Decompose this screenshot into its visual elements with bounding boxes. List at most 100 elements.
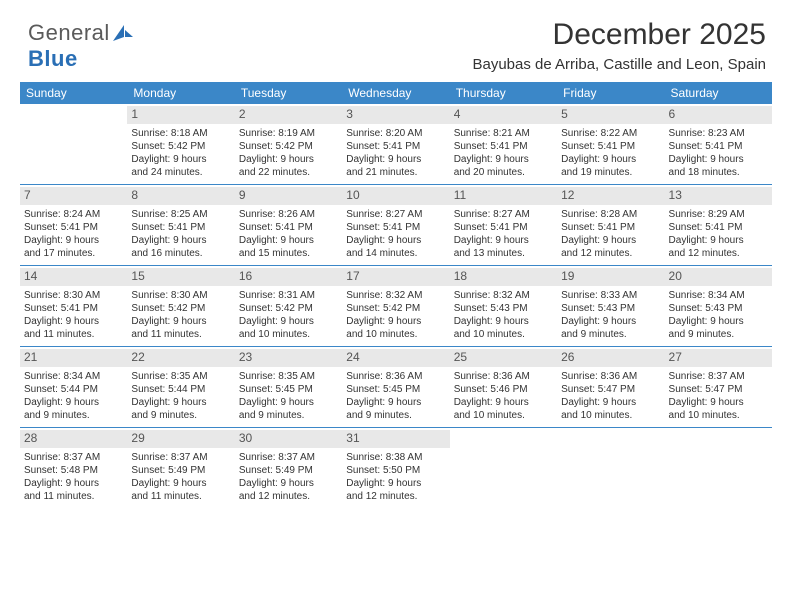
sunset-line: Sunset: 5:45 PM (346, 383, 445, 396)
daylight-line-2: and 22 minutes. (239, 166, 338, 179)
daylight-line-1: Daylight: 9 hours (669, 153, 768, 166)
weekday-header: Sunday (20, 82, 127, 104)
sunset-line: Sunset: 5:42 PM (346, 302, 445, 315)
sunrise-line: Sunrise: 8:37 AM (131, 451, 230, 464)
daylight-line-1: Daylight: 9 hours (561, 153, 660, 166)
calendar-day-cell: 19Sunrise: 8:33 AMSunset: 5:43 PMDayligh… (557, 266, 664, 346)
calendar-day-cell: 29Sunrise: 8:37 AMSunset: 5:49 PMDayligh… (127, 428, 234, 508)
calendar-day-cell: 18Sunrise: 8:32 AMSunset: 5:43 PMDayligh… (450, 266, 557, 346)
daylight-line-2: and 21 minutes. (346, 166, 445, 179)
calendar-day-cell: 6Sunrise: 8:23 AMSunset: 5:41 PMDaylight… (665, 104, 772, 184)
calendar-day-cell: 27Sunrise: 8:37 AMSunset: 5:47 PMDayligh… (665, 347, 772, 427)
daylight-line-1: Daylight: 9 hours (346, 234, 445, 247)
calendar-day-cell: 12Sunrise: 8:28 AMSunset: 5:41 PMDayligh… (557, 185, 664, 265)
daylight-line-1: Daylight: 9 hours (454, 396, 553, 409)
daylight-line-2: and 20 minutes. (454, 166, 553, 179)
daylight-line-1: Daylight: 9 hours (346, 396, 445, 409)
daylight-line-2: and 9 minutes. (346, 409, 445, 422)
sunset-line: Sunset: 5:50 PM (346, 464, 445, 477)
weekday-header-row: Sunday Monday Tuesday Wednesday Thursday… (20, 82, 772, 104)
daylight-line-2: and 11 minutes. (131, 328, 230, 341)
sunrise-line: Sunrise: 8:32 AM (346, 289, 445, 302)
sunrise-line: Sunrise: 8:27 AM (454, 208, 553, 221)
sunset-line: Sunset: 5:42 PM (239, 140, 338, 153)
daylight-line-2: and 9 minutes. (24, 409, 123, 422)
calendar-day-cell (665, 428, 772, 508)
day-number: 17 (342, 268, 449, 286)
day-number: 9 (235, 187, 342, 205)
sunrise-line: Sunrise: 8:30 AM (131, 289, 230, 302)
daylight-line-2: and 12 minutes. (346, 490, 445, 503)
daylight-line-2: and 9 minutes. (131, 409, 230, 422)
daylight-line-1: Daylight: 9 hours (239, 396, 338, 409)
sunset-line: Sunset: 5:42 PM (239, 302, 338, 315)
day-number (557, 430, 664, 448)
sunset-line: Sunset: 5:44 PM (131, 383, 230, 396)
calendar-day-cell: 31Sunrise: 8:38 AMSunset: 5:50 PMDayligh… (342, 428, 449, 508)
day-number: 7 (20, 187, 127, 205)
sunrise-line: Sunrise: 8:36 AM (454, 370, 553, 383)
sunrise-line: Sunrise: 8:29 AM (669, 208, 768, 221)
daylight-line-1: Daylight: 9 hours (239, 153, 338, 166)
calendar-day-cell: 4Sunrise: 8:21 AMSunset: 5:41 PMDaylight… (450, 104, 557, 184)
calendar-day-cell: 20Sunrise: 8:34 AMSunset: 5:43 PMDayligh… (665, 266, 772, 346)
daylight-line-2: and 19 minutes. (561, 166, 660, 179)
day-number (450, 430, 557, 448)
sunrise-line: Sunrise: 8:37 AM (239, 451, 338, 464)
weekday-header: Monday (127, 82, 234, 104)
daylight-line-2: and 10 minutes. (239, 328, 338, 341)
daylight-line-2: and 9 minutes. (239, 409, 338, 422)
sunset-line: Sunset: 5:47 PM (561, 383, 660, 396)
daylight-line-1: Daylight: 9 hours (24, 234, 123, 247)
daylight-line-1: Daylight: 9 hours (24, 396, 123, 409)
sunrise-line: Sunrise: 8:18 AM (131, 127, 230, 140)
sunrise-line: Sunrise: 8:32 AM (454, 289, 553, 302)
day-number: 13 (665, 187, 772, 205)
day-number: 23 (235, 349, 342, 367)
calendar-day-cell: 9Sunrise: 8:26 AMSunset: 5:41 PMDaylight… (235, 185, 342, 265)
weekday-header: Friday (557, 82, 664, 104)
day-number: 26 (557, 349, 664, 367)
sunset-line: Sunset: 5:41 PM (239, 221, 338, 234)
calendar-day-cell: 28Sunrise: 8:37 AMSunset: 5:48 PMDayligh… (20, 428, 127, 508)
day-number (20, 106, 127, 124)
daylight-line-1: Daylight: 9 hours (239, 234, 338, 247)
daylight-line-2: and 13 minutes. (454, 247, 553, 260)
daylight-line-2: and 16 minutes. (131, 247, 230, 260)
calendar-day-cell: 16Sunrise: 8:31 AMSunset: 5:42 PMDayligh… (235, 266, 342, 346)
day-number: 27 (665, 349, 772, 367)
location-subtitle: Bayubas de Arriba, Castille and Leon, Sp… (472, 56, 766, 73)
daylight-line-2: and 10 minutes. (454, 328, 553, 341)
sunset-line: Sunset: 5:48 PM (24, 464, 123, 477)
daylight-line-1: Daylight: 9 hours (454, 153, 553, 166)
calendar-day-cell: 23Sunrise: 8:35 AMSunset: 5:45 PMDayligh… (235, 347, 342, 427)
daylight-line-1: Daylight: 9 hours (561, 234, 660, 247)
sunrise-line: Sunrise: 8:33 AM (561, 289, 660, 302)
day-number: 1 (127, 106, 234, 124)
brand-logo: General Blue (28, 20, 134, 72)
calendar-day-cell (450, 428, 557, 508)
day-number: 22 (127, 349, 234, 367)
sunset-line: Sunset: 5:41 PM (669, 221, 768, 234)
day-number: 4 (450, 106, 557, 124)
daylight-line-1: Daylight: 9 hours (24, 315, 123, 328)
calendar-day-cell: 10Sunrise: 8:27 AMSunset: 5:41 PMDayligh… (342, 185, 449, 265)
calendar-week-row: 21Sunrise: 8:34 AMSunset: 5:44 PMDayligh… (20, 347, 772, 428)
daylight-line-1: Daylight: 9 hours (239, 315, 338, 328)
sunrise-line: Sunrise: 8:28 AM (561, 208, 660, 221)
sunset-line: Sunset: 5:42 PM (131, 302, 230, 315)
day-number: 30 (235, 430, 342, 448)
day-number: 25 (450, 349, 557, 367)
daylight-line-1: Daylight: 9 hours (131, 396, 230, 409)
sunset-line: Sunset: 5:47 PM (669, 383, 768, 396)
sunset-line: Sunset: 5:41 PM (454, 221, 553, 234)
calendar-day-cell: 15Sunrise: 8:30 AMSunset: 5:42 PMDayligh… (127, 266, 234, 346)
daylight-line-1: Daylight: 9 hours (131, 153, 230, 166)
calendar-day-cell: 13Sunrise: 8:29 AMSunset: 5:41 PMDayligh… (665, 185, 772, 265)
day-number: 18 (450, 268, 557, 286)
calendar-day-cell: 24Sunrise: 8:36 AMSunset: 5:45 PMDayligh… (342, 347, 449, 427)
daylight-line-2: and 18 minutes. (669, 166, 768, 179)
sunset-line: Sunset: 5:45 PM (239, 383, 338, 396)
calendar-day-cell: 22Sunrise: 8:35 AMSunset: 5:44 PMDayligh… (127, 347, 234, 427)
weekday-header: Thursday (450, 82, 557, 104)
